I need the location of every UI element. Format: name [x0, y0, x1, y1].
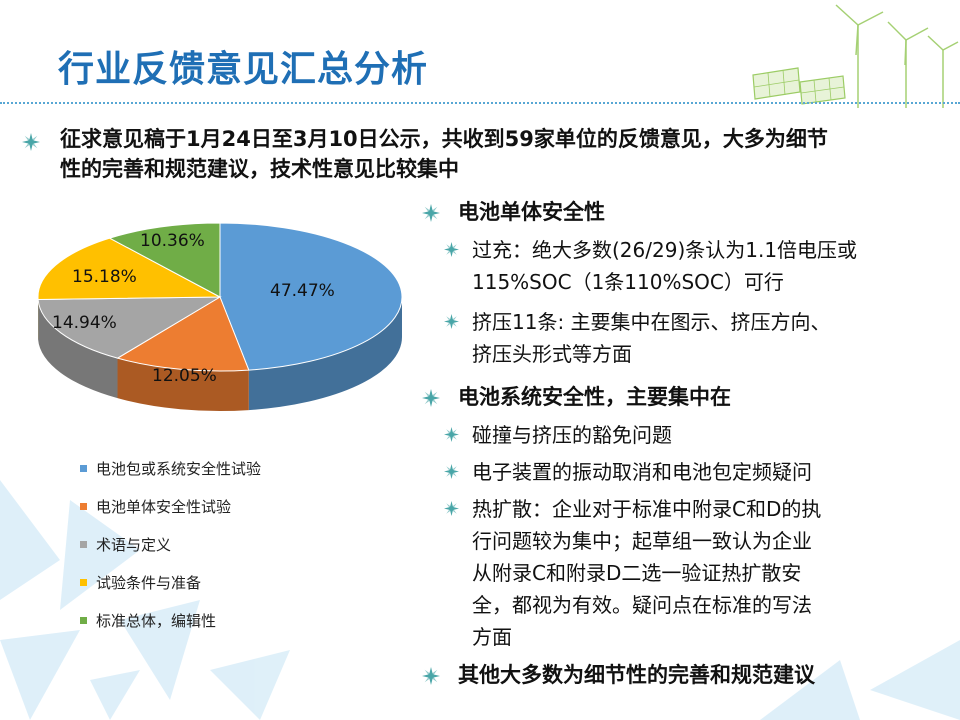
legend-swatch [80, 541, 87, 548]
page-title: 行业反馈意见汇总分析 [58, 49, 429, 90]
legend-label: 标准总体，编辑性 [96, 612, 217, 630]
pie-label-3: 14.94% [52, 313, 117, 333]
section-heading-2: 电池系统安全性，主要集中在 [458, 385, 731, 409]
pie-label-2: 12.05% [152, 366, 217, 386]
legend-swatch [80, 503, 87, 510]
pie-label-1: 47.47% [270, 281, 335, 301]
section-2-item-2: 电子装置的振动取消和电池包定频疑问 [472, 460, 812, 484]
triangle-corner-decoration [760, 640, 960, 720]
section-1-item-1-line-2: 115%SOC（1条110%SOC）可行 [472, 270, 784, 294]
legend-swatch [80, 617, 87, 624]
section-2-item-3-line-2: 行问题较为集中；起草组一致认为企业 [472, 529, 812, 553]
snowflake-star-icon [422, 667, 440, 685]
section-2-item-3-line-5: 方面 [472, 625, 512, 649]
section-heading-1: 电池单体安全性 [458, 200, 605, 224]
pie-slice-1 [219, 222, 403, 371]
title-divider [0, 102, 960, 104]
intro-line-2: 性的完善和规范建议，技术性意见比较集中 [60, 157, 459, 181]
pie-slice-3 [37, 296, 222, 359]
legend-label: 电池包或系统安全性试验 [96, 460, 262, 478]
intro-line-1: 征求意见稿于1月24日至3月10日公示，共收到59家单位的反馈意见，大多为细节 [60, 127, 828, 151]
snowflake-star-icon [444, 427, 459, 442]
section-1-item-2-line-1: 挤压11条: 主要集中在图示、挤压方向、 [472, 310, 831, 334]
legend-swatch [80, 465, 87, 472]
section-2-item-3-line-3: 从附录C和附录D二选一验证热扩散安 [472, 561, 802, 585]
pie-label-5: 10.36% [140, 231, 205, 251]
section-2-item-3-line-1: 热扩散：企业对于标准中附录C和D的执 [472, 497, 822, 521]
pie-chart [37, 222, 403, 411]
pie-label-4: 15.18% [72, 267, 137, 287]
snowflake-star-icon [22, 133, 40, 151]
legend-label: 术语与定义 [96, 536, 172, 554]
pie-slice-side [248, 297, 402, 411]
snowflake-star-icon [422, 204, 440, 222]
snowflake-star-icon [444, 242, 459, 257]
pie-slice-side [38, 299, 118, 399]
legend-swatch [80, 579, 87, 586]
legend-label: 电池单体安全性试验 [96, 498, 232, 516]
section-2-item-3-line-4: 全，都视为有效。疑问点在标准的写法 [472, 593, 812, 617]
snowflake-star-icon [444, 501, 459, 516]
wind-solar-decoration [752, 4, 959, 108]
section-2-item-1: 碰撞与挤压的豁免问题 [472, 423, 672, 447]
snowflake-star-icon [444, 314, 459, 329]
snowflake-star-icon [422, 389, 440, 407]
pie-slice-5 [108, 222, 221, 298]
section-1-item-2-line-2: 挤压头形式等方面 [472, 342, 632, 366]
section-heading-3: 其他大多数为细节性的完善和规范建议 [458, 663, 815, 687]
legend-label: 试验条件与准备 [96, 574, 202, 592]
pie-slice-2 [116, 296, 250, 372]
pie-slice-4 [37, 237, 221, 301]
section-1-item-1-line-1: 过充：绝大多数(26/29)条认为1.1倍电压或 [472, 238, 858, 262]
snowflake-star-icon [444, 464, 459, 479]
